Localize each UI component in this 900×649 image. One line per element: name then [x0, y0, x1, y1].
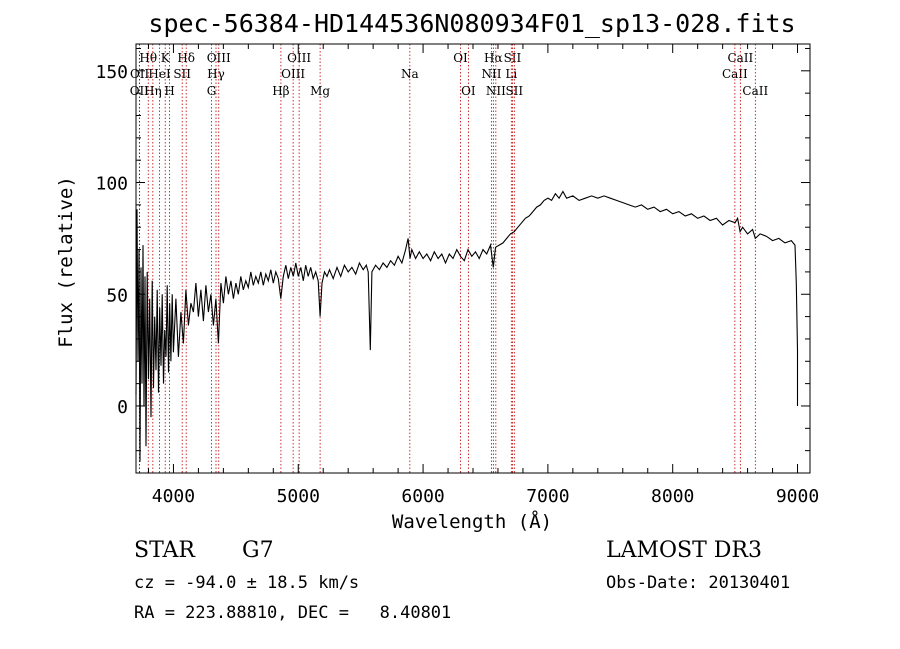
- spectral-line-label: NII: [486, 84, 506, 98]
- x-tick-label: 8000: [651, 486, 694, 507]
- spectral-line-label: CaII: [727, 51, 753, 65]
- x-axis-label: Wavelength (Å): [392, 510, 552, 533]
- spectral-line-label: Hθ: [139, 51, 157, 65]
- plot-area: [135, 190, 799, 462]
- spectral-line-label: Hα: [484, 51, 503, 65]
- x-tick-label: 6000: [401, 486, 444, 507]
- chart-title: spec-56384-HD144536N080934F01_sp13-028.f…: [148, 9, 795, 38]
- spectral-line-markers: OIIOIIHθHηHeIKHSIIHδGHγOIIIHβOIIIOIIIMgN…: [130, 44, 768, 473]
- axis-ticks: 4000 5000 6000 7000 8000 9000 0 50 100 150: [95, 44, 819, 507]
- spectral-line-label: SII: [173, 67, 191, 81]
- object-type: STAR: [134, 538, 195, 563]
- spectral-line-label: OI: [461, 84, 476, 98]
- spectral-subclass: G7: [242, 538, 274, 563]
- spectral-line-label: H: [164, 84, 174, 98]
- x-tick-label: 4000: [152, 486, 195, 507]
- spectral-line-label: NII: [481, 67, 501, 81]
- spectral-line-label: Mg: [310, 84, 330, 98]
- x-tick-label: 7000: [526, 486, 569, 507]
- spectral-line-label: SII: [504, 51, 522, 65]
- redshift-readout: cz = -94.0 ± 18.5 km/s: [134, 573, 360, 593]
- spectral-line-label: Hδ: [177, 51, 195, 65]
- spectral-line-label: HeI: [148, 67, 171, 81]
- spectral-line-label: Hη: [144, 84, 162, 98]
- spectral-line-label: OIII: [281, 67, 305, 81]
- spectral-line-label: K: [161, 51, 171, 65]
- spectral-line-label: CaII: [722, 67, 748, 81]
- spectral-line-label: G: [207, 84, 217, 98]
- flux-series-line: [135, 190, 799, 462]
- y-tick-label: 100: [95, 174, 128, 195]
- obs-date: Obs-Date: 20130401: [606, 573, 791, 593]
- spectral-line-label: OI: [453, 51, 468, 65]
- coordinates-readout: RA = 223.88810, DEC = 8.40801: [134, 603, 452, 623]
- y-axis-label: Flux (relative): [55, 176, 77, 348]
- survey-name: LAMOST DR3: [606, 538, 762, 563]
- y-tick-label: 0: [117, 397, 128, 418]
- spectral-line-label: Na: [401, 67, 419, 81]
- spectral-line-label: Li: [505, 67, 517, 81]
- y-tick-label: 50: [106, 285, 128, 306]
- spectral-line-label: Hβ: [272, 84, 289, 98]
- spectral-line-label: CaII: [742, 84, 768, 98]
- plot-frame: [135, 43, 811, 474]
- x-tick-label: 9000: [776, 486, 819, 507]
- spectral-line-label: OIII: [207, 51, 231, 65]
- spectral-line-label: Hγ: [207, 67, 225, 81]
- x-tick-label: 5000: [277, 486, 320, 507]
- spectral-line-label: OII: [130, 67, 150, 81]
- spectral-line-label: SII: [505, 84, 523, 98]
- spectral-line-label: OIII: [287, 51, 311, 65]
- y-tick-label: 150: [95, 62, 128, 83]
